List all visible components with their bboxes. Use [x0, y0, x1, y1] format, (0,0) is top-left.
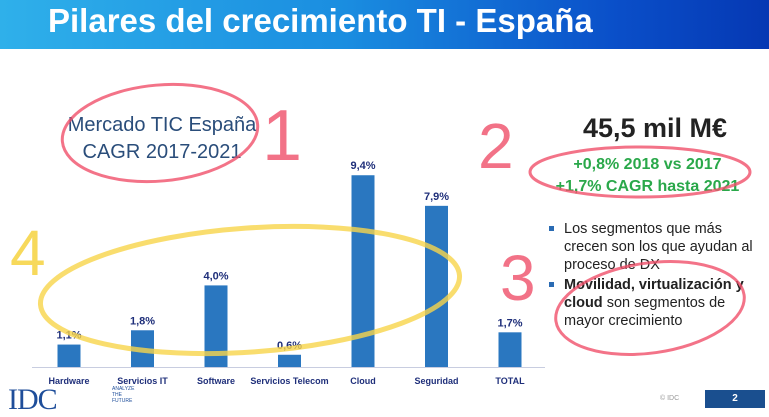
data-label: 4,0%: [203, 270, 228, 282]
data-label: 1,7%: [497, 317, 522, 329]
bar-total: [498, 332, 522, 367]
data-label: 7,9%: [424, 191, 449, 203]
category-label: Software: [197, 376, 235, 386]
category-label: TOTAL: [495, 376, 525, 386]
market-size: 45,5 mil M€: [582, 113, 728, 143]
page-number: 2: [705, 390, 765, 408]
bar-servicios-telecom: [278, 354, 301, 367]
category-label: Servicios Telecom: [250, 376, 328, 386]
category-label: Servicios IT: [117, 376, 168, 386]
data-label: 0,6%: [277, 340, 302, 352]
category-label: Cloud: [350, 376, 376, 386]
data-label: 1,1%: [56, 330, 81, 342]
copyright: © IDC: [660, 395, 680, 402]
idc-logo: IDC: [8, 383, 58, 416]
category-label: Hardware: [48, 376, 89, 386]
bar-software: [204, 285, 228, 367]
idc-tagline: ANALYZE THE FUTURE: [112, 386, 135, 404]
bar-cloud: [351, 175, 375, 367]
slide-title: Pilares del crecimiento TI - España: [48, 2, 593, 39]
bar-hardware: [57, 344, 81, 367]
bar-seguridad: [425, 205, 448, 367]
category-label: Seguridad: [414, 376, 458, 386]
slide-header: Pilares del crecimiento TI - España: [0, 0, 769, 49]
data-label: 1,8%: [130, 315, 155, 327]
bar-servicios-it: [131, 330, 154, 367]
data-label: 9,4%: [350, 160, 375, 172]
